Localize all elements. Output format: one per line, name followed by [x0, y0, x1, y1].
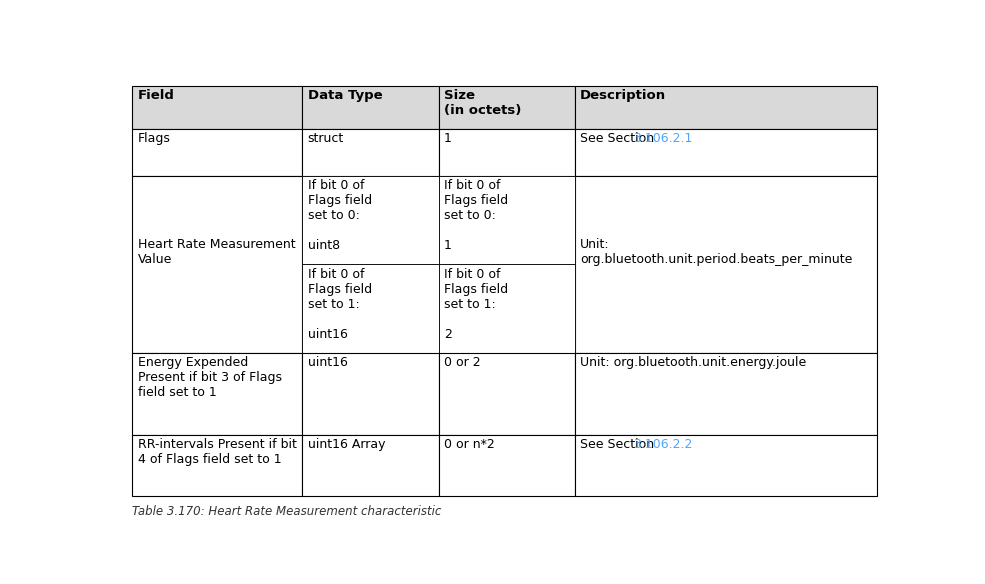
Bar	[575, 176, 878, 353]
Bar	[302, 129, 438, 176]
Text: 3.106.2.1: 3.106.2.1	[633, 132, 692, 145]
Bar	[438, 86, 575, 129]
Text: Unit:
org.bluetooth.unit.period.beats_per_minute: Unit: org.bluetooth.unit.period.beats_pe…	[580, 238, 853, 266]
Bar	[575, 129, 878, 176]
Bar	[132, 353, 302, 435]
Text: If bit 0 of
Flags field
set to 1:

uint16: If bit 0 of Flags field set to 1: uint16	[307, 267, 371, 340]
Text: Size
(in octets): Size (in octets)	[444, 89, 521, 117]
Text: Flags: Flags	[138, 132, 170, 145]
Text: Field: Field	[138, 89, 174, 102]
Text: See Section: See Section	[580, 132, 658, 145]
Bar	[302, 265, 438, 353]
Bar	[575, 353, 878, 435]
Text: uint16: uint16	[307, 356, 348, 369]
Bar	[132, 176, 302, 353]
Text: uint16 Array: uint16 Array	[307, 438, 385, 451]
Bar	[302, 435, 438, 496]
Bar	[132, 86, 302, 129]
Bar	[302, 86, 438, 129]
Bar	[438, 265, 575, 353]
Text: RR-intervals Present if bit
4 of Flags field set to 1: RR-intervals Present if bit 4 of Flags f…	[138, 438, 296, 466]
Text: Unit: org.bluetooth.unit.energy.joule: Unit: org.bluetooth.unit.energy.joule	[580, 356, 807, 369]
Text: If bit 0 of
Flags field
set to 0:

uint8: If bit 0 of Flags field set to 0: uint8	[307, 179, 371, 252]
Bar	[438, 129, 575, 176]
Bar	[438, 435, 575, 496]
Bar	[302, 176, 438, 265]
Bar	[575, 86, 878, 129]
Bar	[132, 435, 302, 496]
Bar	[438, 176, 575, 265]
Text: Heart Rate Measurement
Value: Heart Rate Measurement Value	[138, 238, 296, 266]
Text: Energy Expended
Present if bit 3 of Flags
field set to 1: Energy Expended Present if bit 3 of Flag…	[138, 356, 282, 399]
Bar	[302, 353, 438, 435]
Text: Data Type: Data Type	[307, 89, 382, 102]
Text: If bit 0 of
Flags field
set to 0:

1: If bit 0 of Flags field set to 0: 1	[444, 179, 508, 252]
Text: Table 3.170: Heart Rate Measurement characteristic: Table 3.170: Heart Rate Measurement char…	[132, 505, 441, 519]
Text: 3.106.2.2: 3.106.2.2	[633, 438, 692, 451]
Text: 0 or 2: 0 or 2	[444, 356, 481, 369]
Text: Description: Description	[580, 89, 666, 102]
Text: 1: 1	[444, 132, 452, 145]
Text: 0 or n*2: 0 or n*2	[444, 438, 494, 451]
Text: struct: struct	[307, 132, 344, 145]
Bar	[575, 435, 878, 496]
Text: If bit 0 of
Flags field
set to 1:

2: If bit 0 of Flags field set to 1: 2	[444, 267, 508, 340]
Bar	[438, 353, 575, 435]
Bar	[132, 129, 302, 176]
Text: See Section: See Section	[580, 438, 658, 451]
